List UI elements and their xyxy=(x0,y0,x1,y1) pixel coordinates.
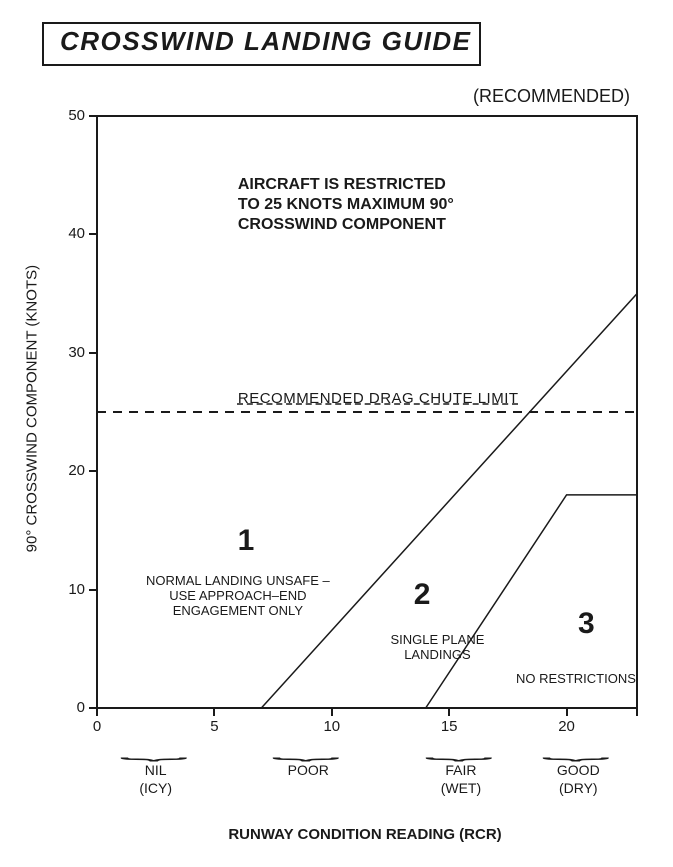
x-tick-label: 10 xyxy=(317,718,347,735)
condition-label-0: NIL xyxy=(116,762,196,778)
x-tick-label: 0 xyxy=(82,718,112,735)
y-tick xyxy=(89,115,97,117)
zone-number-3: 3 xyxy=(578,607,595,641)
y-tick-label: 10 xyxy=(57,581,85,598)
zone-number-2: 2 xyxy=(414,578,431,612)
y-tick xyxy=(89,233,97,235)
condition-sub-0: (ICY) xyxy=(116,780,196,796)
x-tick xyxy=(96,708,98,716)
drag-chute-label: RECOMMENDED DRAG CHUTE LIMIT xyxy=(238,390,558,407)
y-tick-label: 30 xyxy=(57,344,85,361)
condition-label-2: FAIR xyxy=(421,762,501,778)
zone-number-1: 1 xyxy=(238,524,255,558)
condition-brace-0: ⏟ xyxy=(119,739,188,760)
condition-brace-1: ⏟ xyxy=(272,739,341,760)
y-tick-label: 20 xyxy=(57,462,85,479)
condition-sub-2: (WET) xyxy=(421,780,501,796)
x-tick xyxy=(213,708,215,716)
x-tick xyxy=(448,708,450,716)
y-tick xyxy=(89,589,97,591)
condition-label-3: GOOD xyxy=(538,762,618,778)
y-tick-label: 50 xyxy=(57,107,85,124)
y-tick xyxy=(89,352,97,354)
chart-svg xyxy=(0,0,673,867)
x-tick-label: 20 xyxy=(552,718,582,735)
y-tick-label: 40 xyxy=(57,225,85,242)
y-tick-label: 0 xyxy=(57,699,85,716)
x-tick xyxy=(566,708,568,716)
restriction-note: AIRCRAFT IS RESTRICTEDTO 25 KNOTS MAXIMU… xyxy=(238,175,518,235)
y-axis-label: 90° CROSSWIND COMPONENT (KNOTS) xyxy=(23,259,40,559)
condition-label-1: POOR xyxy=(268,762,348,778)
x-tick xyxy=(636,708,638,716)
condition-brace-2: ⏟ xyxy=(424,739,493,760)
zone-label-3: NO RESTRICTIONS xyxy=(481,672,671,687)
zone-label-2: SINGLE PLANELANDINGS xyxy=(342,633,532,663)
x-tick-label: 15 xyxy=(434,718,464,735)
condition-sub-3: (DRY) xyxy=(538,780,618,796)
zone-label-1: NORMAL LANDING UNSAFE –USE APPROACH–ENDE… xyxy=(143,574,333,619)
x-axis-label: RUNWAY CONDITION READING (RCR) xyxy=(180,826,550,843)
condition-brace-3: ⏟ xyxy=(542,739,611,760)
y-tick xyxy=(89,470,97,472)
x-tick-label: 5 xyxy=(199,718,229,735)
x-tick xyxy=(331,708,333,716)
